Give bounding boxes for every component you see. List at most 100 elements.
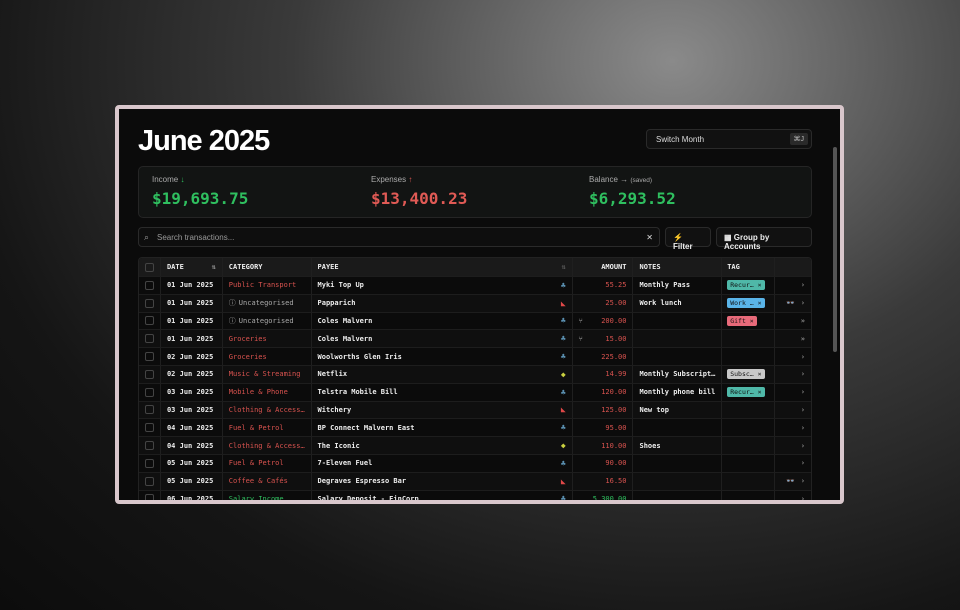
tag-cell[interactable]: Recur… × (722, 383, 776, 401)
chevron-right-icon[interactable]: › (800, 459, 805, 468)
chevron-right-icon[interactable]: › (800, 370, 805, 379)
notes-cell[interactable]: Monthly phone bill (633, 383, 723, 401)
tag-cell[interactable] (722, 490, 776, 500)
category-cell[interactable]: Fuel & Petrol (223, 454, 312, 472)
notes-cell[interactable]: Monthly Subscript… (633, 365, 723, 383)
table-row[interactable]: 03 Jun 2025 Clothing & Access… Witchery ◣… (139, 401, 811, 420)
sort-icon[interactable]: ⇅ (211, 263, 216, 271)
notes-cell[interactable] (633, 454, 723, 472)
watch-icon[interactable]: 👓 (786, 299, 795, 308)
category-cell[interactable]: Clothing & Access… (223, 437, 312, 454)
table-row[interactable]: 01 Jun 2025 ⓘ Uncategorised Coles Malvern… (139, 312, 811, 331)
sort-icon[interactable]: ⇅ (561, 263, 566, 271)
category-cell[interactable]: Fuel & Petrol (223, 419, 312, 437)
category-cell[interactable]: ⓘ Uncategorised (223, 312, 312, 330)
notes-cell[interactable] (633, 312, 723, 330)
row-checkbox[interactable] (145, 298, 154, 308)
table-row[interactable]: 01 Jun 2025 Public Transport Myki Top Up… (139, 277, 811, 295)
tag-cell[interactable] (722, 437, 776, 454)
tag-chip[interactable]: Recur… × (727, 387, 765, 398)
select-all-checkbox[interactable] (145, 262, 154, 272)
chevron-right-icon[interactable]: › (800, 477, 805, 486)
row-checkbox[interactable] (145, 280, 154, 290)
clear-icon[interactable]: ✕ (646, 233, 653, 242)
chevron-right-icon[interactable]: » (800, 316, 805, 325)
notes-cell[interactable] (633, 330, 723, 348)
chevron-right-icon[interactable]: › (800, 352, 805, 361)
chevron-right-icon[interactable]: › (800, 299, 805, 308)
search-input[interactable]: ⌕ Search transactions... ✕ (138, 227, 660, 247)
table-row[interactable]: 01 Jun 2025 Groceries Coles Malvern ♣ ⑂ 15… (139, 330, 811, 349)
notes-cell[interactable]: Work lunch (633, 294, 723, 312)
row-checkbox[interactable] (145, 316, 154, 326)
group-by-accounts-button[interactable]: ▦ Group by Accounts (716, 227, 812, 251)
row-checkbox[interactable] (145, 334, 154, 344)
tag-chip[interactable]: Gift × (727, 315, 757, 326)
notes-cell[interactable] (633, 490, 723, 500)
watch-icon[interactable]: 👓 (786, 477, 795, 486)
scrollbar[interactable] (833, 147, 837, 352)
payee-label: Salary Deposit - FinCorp (317, 494, 419, 503)
row-checkbox[interactable] (145, 476, 154, 486)
tag-cell[interactable]: Gift × (722, 312, 776, 330)
table-row[interactable]: 01 Jun 2025 ⓘ Uncategorised Papparich ◣ 25… (139, 294, 811, 313)
switch-month-button[interactable]: Switch Month ⌘J (646, 129, 812, 149)
notes-cell[interactable]: Shoes (633, 437, 723, 454)
category-cell[interactable]: Coffee & Cafés (223, 472, 312, 490)
row-checkbox[interactable] (145, 369, 154, 379)
row-checkbox[interactable] (145, 458, 154, 468)
table-row[interactable]: 05 Jun 2025 Fuel & Petrol 7-Eleven Fuel ♣… (139, 454, 811, 473)
table-row[interactable]: 05 Jun 2025 Coffee & Cafés Degraves Espr… (139, 472, 811, 491)
row-checkbox[interactable] (145, 441, 154, 451)
date-header[interactable]: DATE ⇅ (161, 258, 223, 276)
category-cell[interactable]: Mobile & Phone (223, 383, 312, 401)
table-row[interactable]: 04 Jun 2025 Fuel & Petrol BP Connect Mal… (139, 419, 811, 438)
category-cell[interactable]: Music & Streaming (223, 365, 312, 383)
notes-cell[interactable] (633, 348, 723, 365)
category-label: Music & Streaming (228, 370, 301, 379)
tag-cell[interactable] (722, 419, 776, 437)
category-cell[interactable]: Clothing & Access… (223, 401, 312, 419)
tag-cell[interactable]: Subsc… × (722, 365, 776, 383)
row-checkbox[interactable] (145, 387, 154, 397)
amount-value: 16.50 (605, 477, 627, 486)
chevron-right-icon[interactable]: › (800, 441, 805, 450)
chevron-right-icon[interactable]: › (800, 405, 805, 414)
category-cell[interactable]: Groceries (223, 348, 312, 365)
category-cell[interactable]: Salary Income (223, 490, 312, 500)
table-row[interactable]: 02 Jun 2025 Groceries Woolworths Glen Ir… (139, 348, 811, 366)
category-cell[interactable]: Public Transport (223, 277, 312, 294)
chevron-right-icon[interactable]: » (800, 334, 805, 343)
notes-cell[interactable]: New top (633, 401, 723, 419)
row-checkbox[interactable] (145, 352, 154, 362)
chevron-right-icon[interactable]: › (800, 281, 805, 290)
tag-chip[interactable]: Subsc… × (727, 369, 765, 380)
row-checkbox[interactable] (145, 423, 154, 433)
chevron-right-icon[interactable]: › (800, 494, 805, 503)
table-row[interactable]: 04 Jun 2025 Clothing & Access… The Iconi… (139, 437, 811, 455)
tag-chip[interactable]: Work … × (727, 298, 765, 309)
notes-cell[interactable]: Monthly Pass (633, 277, 723, 294)
table-row[interactable]: 06 Jun 2025 Salary Income Salary Deposit… (139, 490, 811, 503)
notes-cell[interactable] (633, 419, 723, 437)
category-cell[interactable]: ⓘ Uncategorised (223, 294, 312, 312)
row-checkbox[interactable] (145, 405, 154, 415)
chevron-right-icon[interactable]: › (800, 423, 805, 432)
row-checkbox[interactable] (145, 494, 154, 500)
payee-label: Papparich (317, 299, 356, 308)
tag-cell[interactable] (722, 348, 776, 365)
tag-cell[interactable]: Recur… × (722, 277, 776, 294)
category-cell[interactable]: Groceries (223, 330, 312, 348)
tag-cell[interactable] (722, 454, 776, 472)
table-row[interactable]: 02 Jun 2025 Music & Streaming Netflix ◆ 1… (139, 365, 811, 384)
amount-cell: ⑂ 200.00 (573, 312, 634, 330)
filter-button[interactable]: ⚡ Filter (665, 227, 711, 251)
tag-cell[interactable] (722, 330, 776, 348)
notes-cell[interactable] (633, 472, 723, 490)
tag-chip[interactable]: Recur… × (727, 280, 765, 291)
table-row[interactable]: 03 Jun 2025 Mobile & Phone Telstra Mobil… (139, 383, 811, 402)
tag-cell[interactable] (722, 472, 776, 490)
tag-cell[interactable] (722, 401, 776, 419)
chevron-right-icon[interactable]: › (800, 388, 805, 397)
tag-cell[interactable]: Work … × (722, 294, 776, 312)
